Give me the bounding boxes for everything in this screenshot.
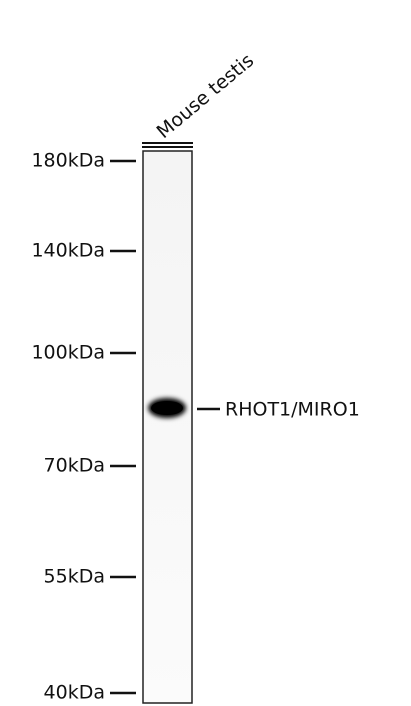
western-blot: Mouse testis RHOT1/MIRO1 180kDa140kDa100…	[0, 0, 411, 706]
band-label: RHOT1/MIRO1	[225, 399, 360, 421]
marker-label: 180kDa	[31, 150, 105, 172]
marker-label: 140kDa	[31, 240, 105, 262]
marker-label: 70kDa	[44, 455, 105, 477]
lane	[143, 151, 192, 703]
marker-label: 100kDa	[31, 342, 105, 364]
band-core	[151, 401, 183, 415]
marker-label: 55kDa	[44, 566, 105, 588]
marker-label: 40kDa	[44, 682, 105, 704]
